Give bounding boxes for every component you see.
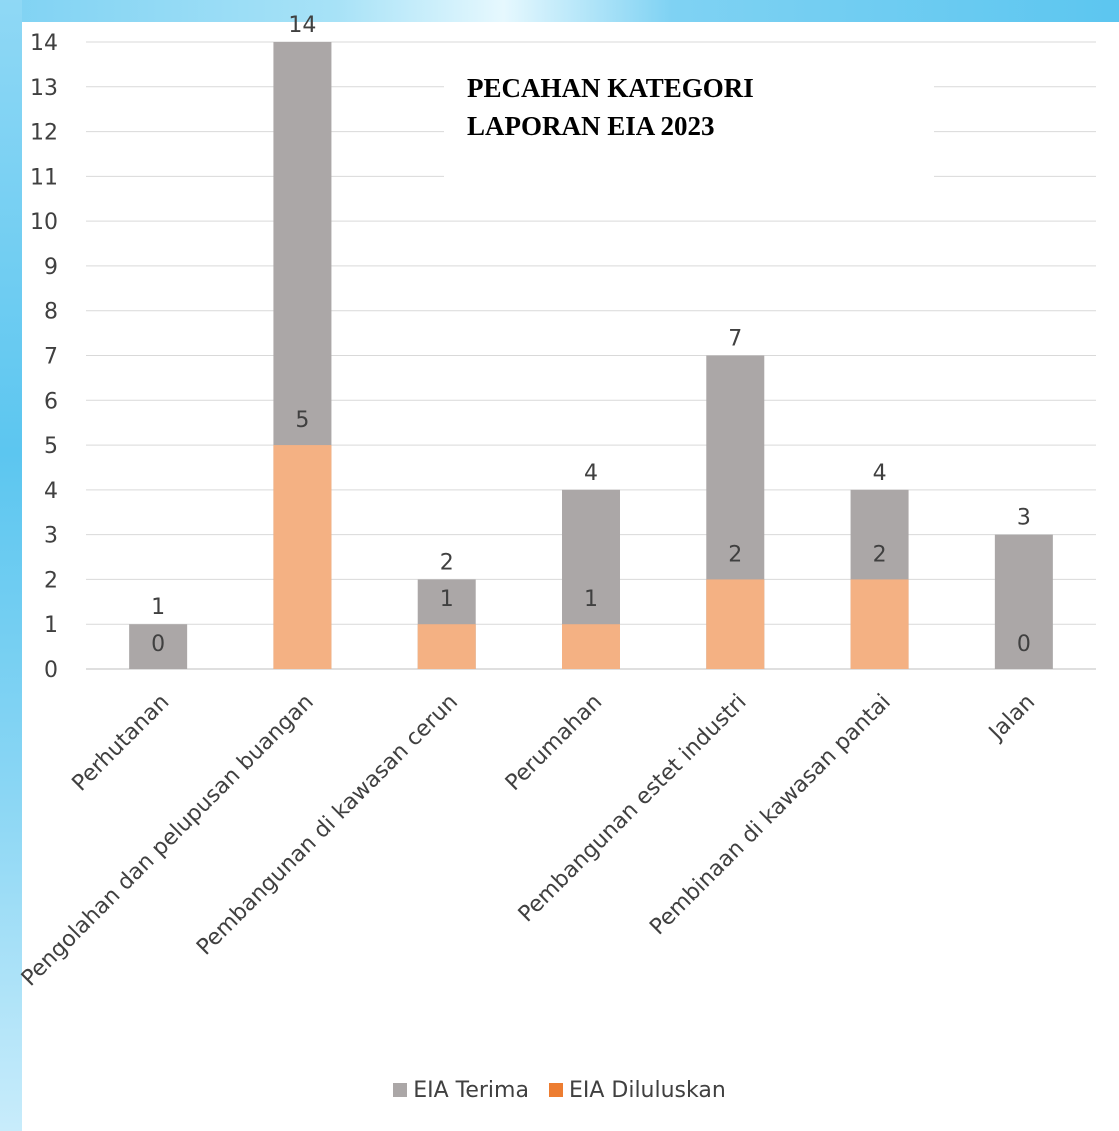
- bar-eia-diluluskan-5: [850, 579, 909, 669]
- y-tick-label-12: 12: [30, 121, 58, 146]
- data-label-eia-diluluskan-2: 1: [440, 587, 454, 612]
- data-label-eia-diluluskan-4: 2: [728, 542, 742, 567]
- bar-eia-diluluskan-2: [417, 624, 476, 669]
- category-label-3: Perumahan: [501, 690, 607, 796]
- y-tick-label-7: 7: [44, 345, 58, 370]
- legend-swatch-eia-diluluskan: [548, 1083, 563, 1097]
- bar-eia-diluluskan-1: [273, 445, 332, 669]
- category-label-5: Pembinaan di kawasan pantai: [645, 690, 895, 940]
- y-tick-label-5: 5: [44, 434, 58, 459]
- data-label-eia-diluluskan-1: 5: [295, 408, 309, 433]
- category-label-0: Perhutanan: [68, 690, 175, 797]
- y-tick-label-0: 0: [44, 658, 58, 683]
- category-label-6: Jalan: [983, 690, 1040, 747]
- y-tick-label-9: 9: [44, 255, 58, 280]
- y-tick-label-13: 13: [30, 76, 58, 101]
- category-label-1: Pengolahan dan pelupusan buangan: [17, 690, 319, 992]
- y-tick-label-1: 1: [44, 613, 58, 638]
- legend-label-eia-diluluskan: EIA Diluluskan: [568, 1077, 726, 1103]
- data-label-eia-diluluskan-0: 0: [151, 632, 165, 657]
- frame-top: [0, 0, 1119, 22]
- bar-eia-diluluskan-3: [562, 624, 620, 669]
- frame-left: [0, 0, 22, 1131]
- category-label-2: Pembangunan di kawasan cerun: [192, 690, 463, 961]
- data-label-eia-terima-4: 7: [728, 327, 742, 352]
- data-label-eia-terima-0: 1: [151, 595, 165, 620]
- title-background: [444, 56, 934, 180]
- legend: EIA Terima EIA Diluluskan: [0, 1075, 1119, 1105]
- y-tick-label-4: 4: [44, 479, 58, 504]
- data-label-eia-terima-6: 3: [1017, 506, 1031, 531]
- data-label-eia-terima-1: 14: [288, 13, 316, 38]
- data-label-eia-diluluskan-5: 2: [873, 542, 887, 567]
- legend-item-eia-terima: EIA Terima: [393, 1078, 529, 1103]
- y-tick-label-3: 3: [44, 524, 58, 549]
- y-tick-label-10: 10: [30, 210, 58, 235]
- chart-title-line-1: PECAHAN KATEGORI: [467, 73, 754, 103]
- chart-title-line-2: LAPORAN EIA 2023: [467, 111, 715, 141]
- data-label-eia-terima-2: 2: [440, 550, 454, 575]
- y-tick-label-11: 11: [30, 165, 58, 190]
- data-label-eia-terima-5: 4: [873, 461, 887, 486]
- data-label-eia-diluluskan-3: 1: [584, 587, 598, 612]
- bar-eia-diluluskan-4: [706, 579, 765, 669]
- y-tick-label-8: 8: [44, 300, 58, 325]
- legend-item-eia-diluluskan: EIA Diluluskan: [548, 1077, 726, 1103]
- data-label-eia-diluluskan-6: 0: [1017, 632, 1031, 657]
- data-label-eia-terima-3: 4: [584, 461, 598, 486]
- legend-swatch-eia-terima: [393, 1083, 408, 1097]
- bar-eia-terima-6: [994, 534, 1053, 669]
- legend-label-eia-terima: EIA Terima: [413, 1077, 529, 1103]
- category-label-4: Pembangunan estet industri: [514, 690, 752, 928]
- bar-eia-terima-0: [129, 624, 188, 669]
- y-tick-label-2: 2: [44, 568, 58, 593]
- y-tick-label-14: 14: [30, 31, 58, 56]
- y-tick-label-6: 6: [44, 389, 58, 414]
